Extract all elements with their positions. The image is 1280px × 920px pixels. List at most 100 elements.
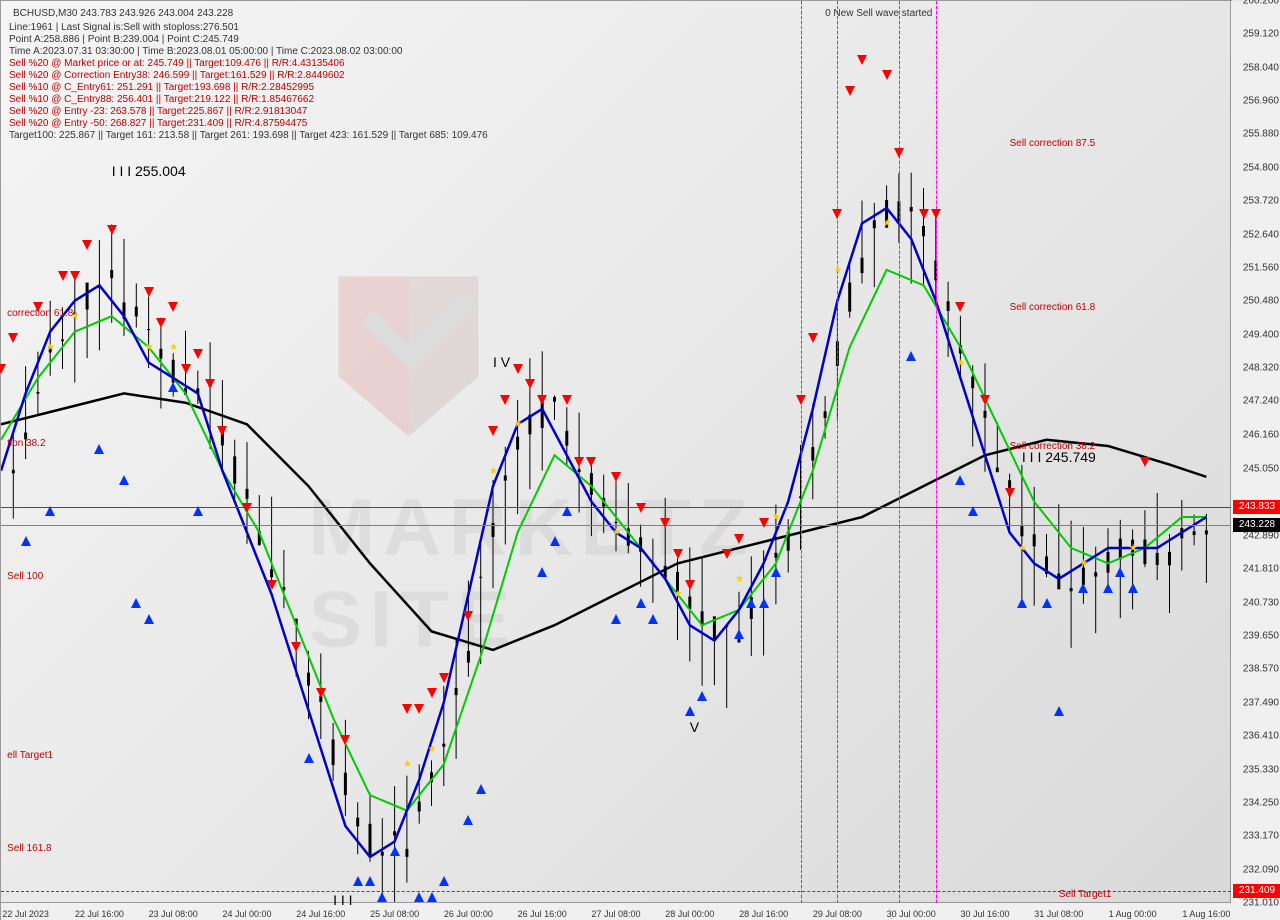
star-marker: ★ [403, 759, 412, 770]
arrow-up-icon [759, 598, 769, 608]
arrow-up-icon [636, 598, 646, 608]
arrow-down-icon [525, 379, 535, 389]
arrow-up-icon [168, 382, 178, 392]
y-tick: 233.170 [1243, 831, 1279, 842]
y-tick: 241.810 [1243, 564, 1279, 575]
y-tick: 254.800 [1243, 162, 1279, 173]
arrow-down-icon [414, 704, 424, 714]
arrow-down-icon [574, 457, 584, 467]
arrow-up-icon [390, 846, 400, 856]
arrow-down-icon [734, 534, 744, 544]
watermark: MARKETZ SITE [309, 257, 924, 666]
arrow-down-icon [439, 673, 449, 683]
y-tick: 238.570 [1243, 664, 1279, 675]
arrow-down-icon [217, 426, 227, 436]
annotation: Sell correction 87.5 [1010, 137, 1096, 150]
x-tick: 24 Jul 16:00 [296, 909, 345, 919]
y-tick: 255.880 [1243, 129, 1279, 140]
arrow-up-icon [697, 691, 707, 701]
arrow-up-icon [648, 614, 658, 624]
arrow-down-icon [58, 271, 68, 281]
arrow-up-icon [1128, 583, 1138, 593]
arrow-up-icon [476, 784, 486, 794]
arrow-down-icon [107, 225, 117, 235]
y-tick: 232.090 [1243, 864, 1279, 875]
horizontal-line [1, 891, 1231, 892]
arrow-up-icon [365, 876, 375, 886]
arrow-down-icon [832, 209, 842, 219]
arrow-down-icon [1005, 488, 1015, 498]
arrow-down-icon [894, 148, 904, 158]
arrow-up-icon [562, 506, 572, 516]
annotation: 0 New Sell wave started [825, 7, 932, 20]
arrow-down-icon [513, 364, 523, 374]
arrow-up-icon [193, 506, 203, 516]
arrow-down-icon [919, 209, 929, 219]
arrow-down-icon [845, 86, 855, 96]
annotation: I V [493, 353, 510, 371]
arrow-up-icon [746, 598, 756, 608]
arrow-down-icon [537, 395, 547, 405]
annotation: ell Target1 [7, 749, 53, 762]
arrow-down-icon [181, 364, 191, 374]
y-tick: 239.650 [1243, 631, 1279, 642]
y-tick: 250.480 [1243, 296, 1279, 307]
arrow-up-icon [955, 475, 965, 485]
annotation: tion 38.2 [7, 437, 45, 450]
arrow-down-icon [857, 55, 867, 65]
arrow-down-icon [316, 688, 326, 698]
arrow-down-icon [931, 209, 941, 219]
star-marker: ★ [489, 466, 498, 477]
arrow-up-icon [427, 892, 437, 902]
x-axis: 22 Jul 202322 Jul 16:0023 Jul 08:0024 Ju… [1, 902, 1231, 920]
arrow-up-icon [550, 536, 560, 546]
arrow-down-icon [8, 333, 18, 343]
x-tick: 22 Jul 16:00 [75, 909, 124, 919]
arrow-up-icon [734, 629, 744, 639]
arrow-up-icon [1115, 567, 1125, 577]
annotation: Sell Target1 [1059, 888, 1112, 901]
arrow-down-icon [759, 518, 769, 528]
x-tick: 26 Jul 16:00 [518, 909, 567, 919]
arrow-down-icon [291, 642, 301, 652]
star-marker: ★ [169, 342, 178, 353]
star-marker: ★ [612, 527, 621, 538]
arrow-up-icon [144, 614, 154, 624]
arrow-down-icon [33, 302, 43, 312]
arrow-down-icon [1140, 457, 1150, 467]
arrow-up-icon [968, 506, 978, 516]
arrow-down-icon [156, 318, 166, 328]
arrow-up-icon [119, 475, 129, 485]
annotation: Sell 161.8 [7, 842, 51, 855]
chart-container[interactable]: MARKETZ SITE 260.200259.120258.040256.96… [0, 0, 1232, 920]
arrow-up-icon [304, 753, 314, 763]
arrow-up-icon [1078, 583, 1088, 593]
arrow-down-icon [796, 395, 806, 405]
arrow-down-icon [205, 379, 215, 389]
arrow-down-icon [808, 333, 818, 343]
arrow-down-icon [168, 302, 178, 312]
star-marker: ★ [1018, 543, 1027, 554]
star-marker: ★ [833, 265, 842, 276]
x-tick: 22 Jul 2023 [2, 909, 49, 919]
arrow-down-icon [500, 395, 510, 405]
y-tick: 252.640 [1243, 229, 1279, 240]
arrow-down-icon [673, 549, 683, 559]
arrow-up-icon [685, 706, 695, 716]
arrow-up-icon [414, 892, 424, 902]
star-marker: ★ [772, 512, 781, 523]
arrow-up-icon [94, 444, 104, 454]
arrow-up-icon [377, 892, 387, 902]
x-tick: 30 Jul 00:00 [887, 909, 936, 919]
y-tick: 237.490 [1243, 697, 1279, 708]
x-tick: 27 Jul 08:00 [591, 909, 640, 919]
annotation: I I I 255.004 [112, 162, 186, 180]
arrow-up-icon [771, 567, 781, 577]
y-tick: 234.250 [1243, 797, 1279, 808]
arrow-down-icon [193, 349, 203, 359]
y-tick: 259.120 [1243, 29, 1279, 40]
arrow-down-icon [722, 549, 732, 559]
x-tick: 25 Jul 08:00 [370, 909, 419, 919]
horizontal-line [1, 507, 1231, 508]
arrow-down-icon [463, 611, 473, 621]
